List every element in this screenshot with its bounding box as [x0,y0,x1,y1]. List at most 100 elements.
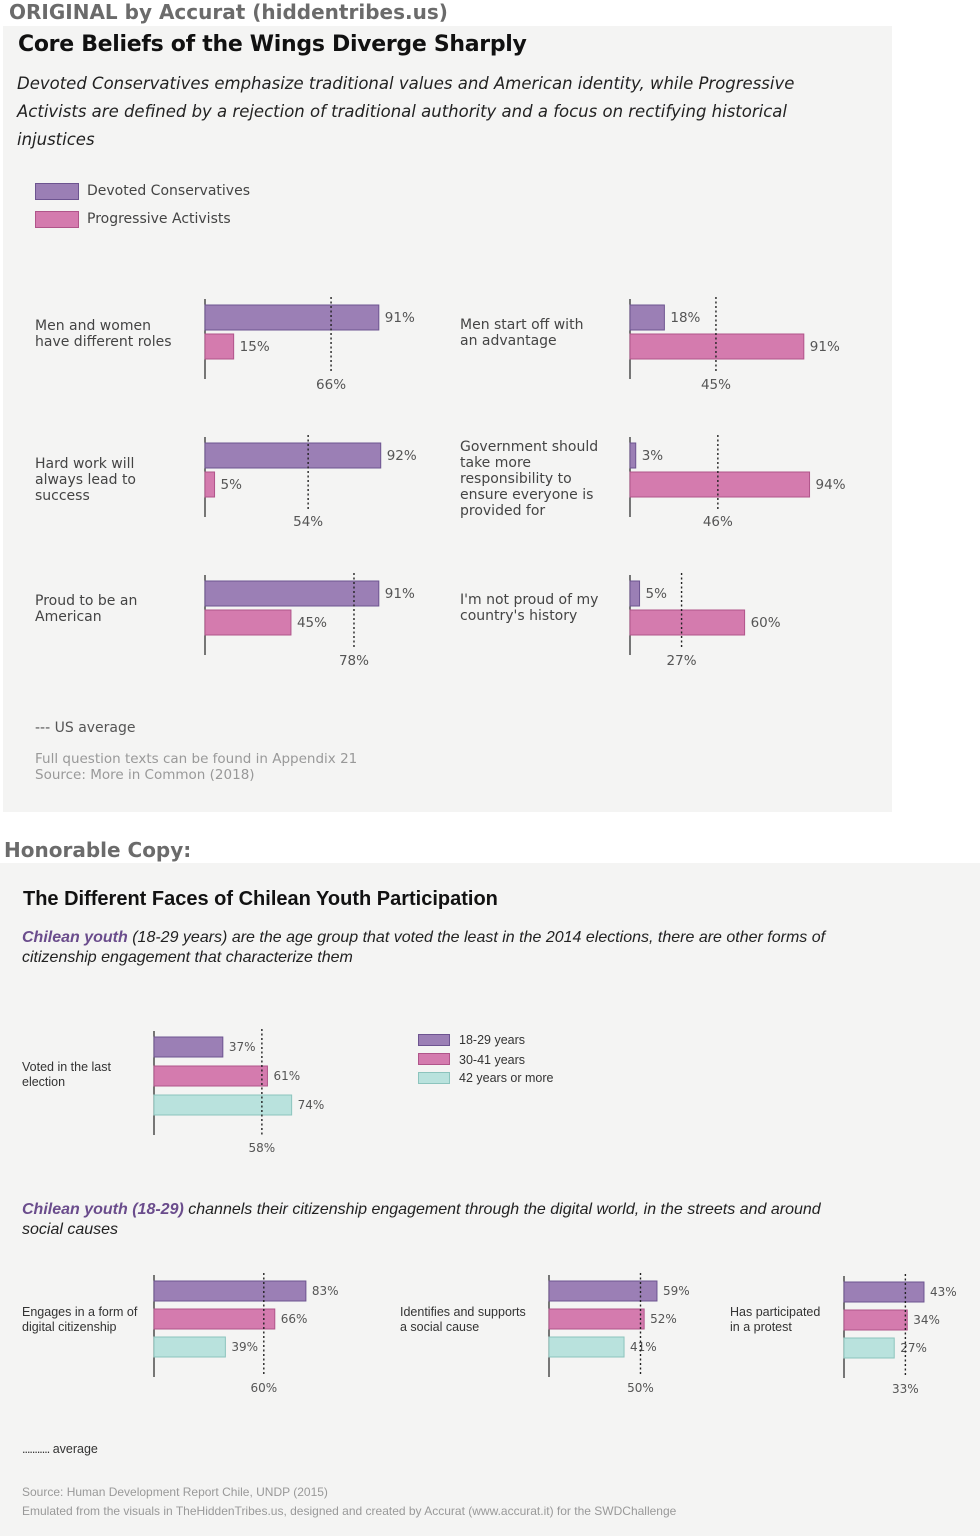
bar [153,1336,226,1358]
bar [153,1094,293,1116]
bar [153,1308,276,1330]
question-label-men-advantage: Men start off with an advantage [460,317,584,349]
bar-value-label: 18% [670,310,700,326]
original-title: Core Beliefs of the Wings Diverge Sharpl… [18,32,527,57]
bar-value-label: 5% [221,477,243,493]
original-subtitle: Devoted Conservatives emphasize traditio… [17,74,795,149]
bar [204,333,235,360]
original-panel: Core Beliefs of the Wings Diverge Sharpl… [3,26,892,812]
average-value-label: 45% [701,377,731,393]
question-label-digital: Engages in a form of digital citizenship [22,1305,138,1334]
bar-value-label: 34% [913,1313,940,1327]
average-value-label: 50% [627,1381,654,1395]
bar [629,304,665,331]
original-source: Source: More in Common (2018) [35,767,255,783]
question-label-proud: Proud to be an American [35,593,138,625]
copy-subtitle: Chilean youth (18-29 years) are the age … [22,928,862,968]
bar-value-label: 39% [231,1340,258,1354]
question-label-hard-work: Hard work will always lead to success [35,456,137,504]
copy-subtitle-2: Chilean youth (18-29) channels their cit… [22,1200,862,1240]
bar-value-label: 52% [650,1312,677,1326]
legend-label-18-29: 18-29 years [459,1033,526,1047]
legend-swatch-progressive [35,211,79,228]
average-value-label: 54% [293,514,323,530]
bar-value-label: 91% [385,310,415,326]
bar-value-label: 27% [900,1341,927,1355]
bar-value-label: 15% [240,339,270,355]
bar-value-label: 5% [646,586,668,602]
bar-value-label: 91% [385,586,415,602]
legend-swatch-30-41 [418,1053,450,1065]
legend-swatch-18-29 [418,1034,450,1046]
average-line-sample: ........... [22,1442,50,1456]
bar-value-label: 66% [281,1312,308,1326]
legend-swatch-42-plus [418,1072,450,1084]
bar [843,1281,925,1303]
bar-value-label: 43% [930,1285,957,1299]
question-label-not-proud: I'm not proud of my country's history [460,592,599,624]
legend-label-progressive: Progressive Activists [87,211,231,227]
copy-subtitle-highlight: Chilean youth [22,929,128,946]
bar [548,1280,658,1302]
copy-source: Source: Human Development Report Chile, … [22,1485,328,1499]
bar [843,1309,908,1331]
bar [204,609,292,636]
copy-average-legend: ........... average [22,1442,98,1457]
average-value-label: 60% [250,1381,277,1395]
question-label-gender-roles: Men and women have different roles [35,318,172,350]
average-value-label: 58% [249,1141,276,1155]
us-average-legend: --- US average [35,720,136,736]
average-value-label: 66% [316,377,346,393]
average-value-label: 27% [667,653,697,669]
bar-value-label: 37% [229,1040,256,1054]
bar [153,1036,224,1058]
bar [153,1280,307,1302]
question-label-social-cause: Identifies and supports a social cause [400,1305,526,1334]
copy-subtitle-text: (18-29 years) are the age group that vot… [22,929,826,966]
bar [204,471,216,498]
bar-value-label: 83% [312,1284,339,1298]
bar-value-label: 91% [810,339,840,355]
bar [204,442,382,469]
bar [629,471,811,498]
average-value-label: 78% [339,653,369,669]
bar [153,1065,268,1087]
bar-value-label: 60% [751,615,781,631]
copy-subtitle-2-text: channels their citizenship engagement th… [22,1201,821,1238]
bar [629,580,641,607]
bar [843,1337,895,1359]
copy-subtitle-2-highlight: Chilean youth (18-29) [22,1201,184,1218]
legend-swatch-devoted [35,183,79,200]
bar-value-label: 61% [273,1069,300,1083]
bar [548,1308,645,1330]
question-label-government: Government should take more responsibili… [460,439,599,519]
bar [204,580,380,607]
legend-label-30-41: 30-41 years [459,1053,526,1067]
bar [548,1336,625,1358]
average-value-label: 33% [892,1382,919,1396]
legend-label-devoted: Devoted Conservatives [87,183,250,199]
bar-value-label: 74% [298,1098,325,1112]
bar-value-label: 41% [630,1340,657,1354]
question-label-voted: Voted in the last election [22,1060,111,1089]
copy-header: Honorable Copy: [4,838,192,862]
appendix-note: Full question texts can be found in Appe… [35,751,358,767]
question-label-protest: Has participated in a protest [730,1305,821,1334]
average-value-label: 46% [703,514,733,530]
bar [204,304,380,331]
copy-title: The Different Faces of Chilean Youth Par… [23,888,498,910]
average-legend-label: average [52,1442,98,1456]
copy-credit: Emulated from the visuals in TheHiddenTr… [22,1504,677,1518]
copy-panel [0,863,980,1536]
bar-value-label: 3% [642,448,664,464]
legend-label-42-plus: 42 years or more [459,1071,554,1085]
bar [629,609,746,636]
original-header: ORIGINAL by Accurat (hiddentribes.us) [9,0,448,24]
bar-value-label: 45% [297,615,327,631]
bar-value-label: 59% [663,1284,690,1298]
bar [629,442,637,469]
bar [629,333,805,360]
bar-value-label: 92% [387,448,417,464]
bar-value-label: 94% [816,477,846,493]
